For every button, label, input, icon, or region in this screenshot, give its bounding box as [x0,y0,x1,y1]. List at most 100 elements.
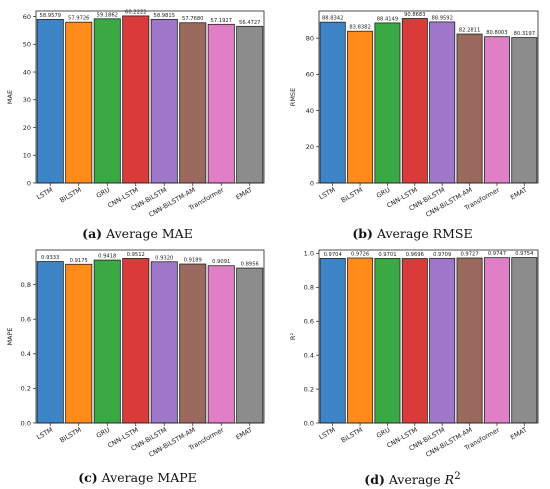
rmse-x-tick-label-2: GRU [375,186,392,200]
caption-mae: (a) Average MAE [0,226,275,241]
r2-bar-5 [456,257,483,424]
mae-x-tick-label-1: BiLSTM [58,186,82,205]
mape-value-label-7: 0.8956 [241,262,259,268]
mape-y-axis-label: MAPE [6,327,14,345]
mape-y-tick-label-4: 0.8 [21,281,31,289]
mape-plot-frame [35,249,265,424]
chart-rmse: 88.8342 LSTM 83.8382 BiLSTM 88.4149 GRU 90.868… [289,10,539,219]
mape-y-tick-label-1: 0.2 [21,385,31,393]
mape-value-label-6: 0.9091 [212,259,230,265]
r2-value-label-7: 0.9754 [515,251,534,257]
rmse-y-tick-label-4: 80 [306,34,314,42]
rmse-bar-0 [319,21,346,184]
mae-bar-2 [93,18,121,184]
r2-y-tick-label-3: 0.6 [304,318,314,326]
mae-y-axis-label: MAE [6,90,14,104]
mape-x-tick-label-1: BiLSTM [58,426,82,445]
rmse-bar-2 [374,22,401,184]
mape-value-label-5: 0.9189 [184,258,202,264]
caption-r2: (d) Average R2 [275,470,550,487]
rmse-plot-frame [318,10,539,184]
mae-plot-frame [35,10,265,184]
chart-mape: 0.9333LSTM0.9175BiLSTM0.9418GRU0.9512CNN… [6,249,265,459]
caption-r2-text: Average [388,472,441,488]
rmse-value-label-5: 82.2811 [459,28,480,34]
caption-mape-letter: (c) [78,470,98,485]
rmse-x-tick-label-1: BiLSTM [340,186,364,205]
r2-y-tick-label-2: 0.4 [304,351,314,359]
mape-value-label-4: 0.9320 [155,255,173,261]
r2-value-label-2: 0.9701 [378,252,396,258]
mae-y-tick-label-4: 40 [23,68,31,76]
mae-bar-5 [179,22,207,184]
mae-y-tick-label-1: 10 [23,152,31,160]
rmse-value-label-6: 80.8003 [486,30,507,36]
r2-y-tick-label-1: 0.2 [304,385,314,393]
mape-value-label-0: 0.9333 [41,255,59,261]
r2-value-label-6: 0.9747 [488,251,506,257]
rmse-value-label-4: 88.9592 [431,15,452,21]
rmse-bar-7 [511,37,538,184]
rmse-value-label-3: 90.8683 [404,12,425,18]
rmse-bar-6 [483,36,510,184]
caption-rmse-text: Average RMSE [376,226,473,241]
mae-y-tick-label-5: 50 [23,41,31,49]
rmse-value-label-7: 80.3197 [514,31,535,37]
caption-r2-math: R [444,472,455,488]
mae-value-label-2: 59.1862 [97,12,118,18]
chart-r2: 0.9704LSTM0.9726BiLSTM0.9701GRU0.9696CNN… [289,249,539,459]
mae-bar-0 [36,19,64,184]
chart-mae: 58.9579 LSTM 57.9726 BiLSTM 59.1862 GRU 60.222… [6,9,265,219]
caption-r2-sup: 2 [454,470,461,482]
rmse-x-tick-label-7: EMAT [509,186,528,202]
r2-y-tick-label-0: 0.0 [304,419,314,427]
r2-value-label-4: 0.9709 [433,252,451,258]
caption-r2-letter: (d) [364,472,385,488]
r2-y-axis-label: R² [289,333,297,341]
mae-bar-6 [207,23,235,184]
r2-x-tick-label-2: GRU [375,426,392,440]
mape-bar-4 [150,261,178,424]
r2-bar-4 [429,257,456,424]
mae-x-tick-label-0: LSTM [35,186,54,202]
rmse-value-label-1: 83.8382 [349,25,370,31]
mape-x-tick-label-7: EMAT [234,426,253,442]
mae-bar-3 [122,15,150,184]
rmse-bar-3 [401,18,428,184]
mape-bar-6 [207,265,235,424]
mae-y-tick-label-6: 60 [23,13,31,21]
mape-value-label-2: 0.9418 [98,254,116,260]
r2-value-label-0: 0.9704 [324,252,343,258]
rmse-value-label-0: 88.8342 [322,16,343,22]
r2-y-tick-label-4: 0.8 [304,284,314,292]
mae-value-label-7: 56.4727 [239,20,260,26]
mape-y-tick-label-2: 0.4 [21,350,31,358]
r2-bar-3 [401,258,428,424]
mae-y-tick-label-0: 0 [27,179,31,187]
mae-value-label-3: 60.2222 [125,9,146,15]
r2-value-label-3: 0.9696 [406,252,424,258]
mape-bar-2 [93,259,121,424]
mape-bar-0 [36,261,64,424]
rmse-bar-4 [429,21,456,184]
mae-bar-1 [65,21,93,184]
caption-mae-text: Average MAE [106,226,193,241]
r2-bar-6 [483,257,510,424]
r2-value-label-5: 0.9727 [460,252,478,258]
rmse-value-label-2: 88.4149 [377,16,398,22]
rmse-y-tick-label-2: 40 [306,107,314,115]
r2-bar-0 [319,258,346,424]
mae-value-label-5: 57.7680 [182,16,203,22]
rmse-y-axis-label: RMSE [289,88,297,106]
rmse-y-tick-label-1: 20 [306,143,314,151]
caption-rmse: (b) Average RMSE [275,226,550,241]
mae-y-tick-label-2: 20 [23,124,31,132]
mae-bar-7 [236,25,264,184]
mape-bar-1 [65,263,93,424]
r2-value-label-1: 0.9726 [351,252,369,258]
mape-y-tick-label-0: 0.0 [21,419,31,427]
caption-rmse-letter: (b) [352,226,373,241]
rmse-x-tick-label-0: LSTM [318,186,337,202]
mape-y-tick-label-3: 0.6 [21,316,31,324]
